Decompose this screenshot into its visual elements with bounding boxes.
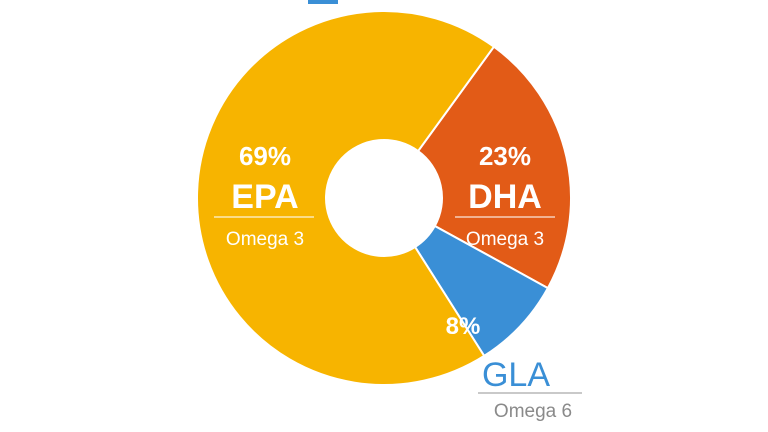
epa-group-label: Omega 3 — [226, 229, 304, 250]
dha-name-label: DHA — [468, 178, 542, 216]
top-tab-indicator — [308, 0, 338, 4]
gla-value-label: 8% — [446, 313, 481, 340]
epa-name-label: EPA — [231, 178, 298, 216]
dha-group-label: Omega 3 — [466, 229, 544, 250]
gla-name-label: GLA — [482, 356, 550, 394]
dha-value-label: 23% — [479, 141, 531, 171]
slice-dha — [416, 45, 572, 290]
gla-group-label: Omega 6 — [494, 401, 572, 422]
slice-epa — [196, 10, 496, 386]
epa-value-label: 69% — [239, 141, 291, 171]
